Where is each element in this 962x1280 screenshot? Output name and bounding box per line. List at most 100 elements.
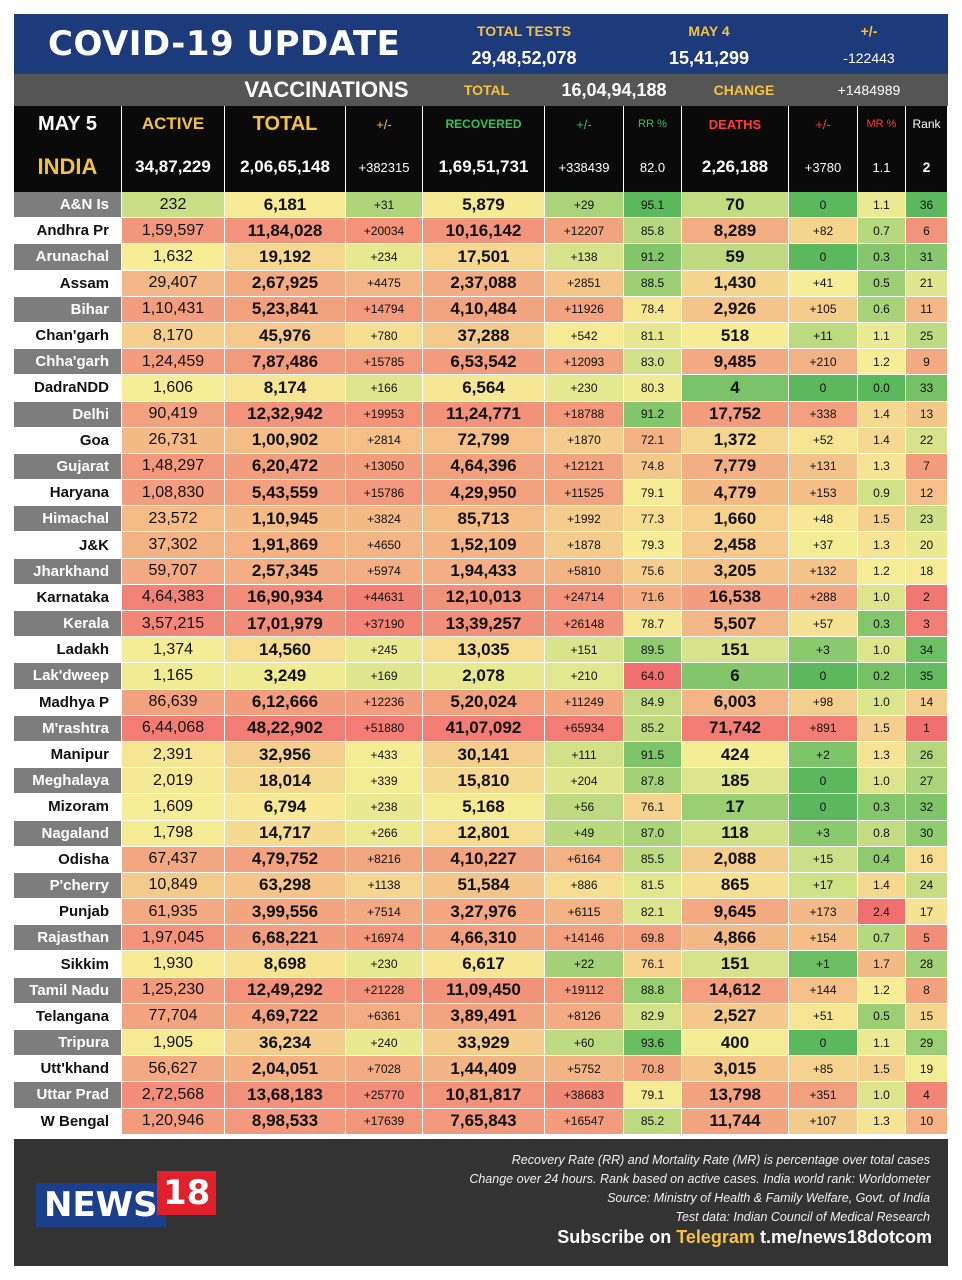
state-rank: 33 (906, 375, 948, 402)
state-rec-inc: +12121 (545, 453, 624, 481)
india-total-change: +382315 (346, 142, 423, 192)
state-death-inc: +153 (789, 480, 858, 507)
state-recovered: 5,879 (423, 192, 545, 219)
state-death-inc: +107 (789, 1108, 858, 1135)
state-total: 11,84,028 (225, 218, 346, 245)
state-rr: 93.6 (624, 1030, 682, 1057)
state-deaths: 1,430 (682, 270, 789, 297)
state-active: 2,391 (122, 741, 225, 769)
state-rr: 84.9 (624, 689, 682, 716)
logo-news-text: NEWS (36, 1183, 166, 1227)
state-total: 7,87,486 (225, 349, 346, 376)
india-rank: 2 (906, 142, 948, 192)
state-rr: 69.8 (624, 925, 682, 952)
page-title: COVID-19 UPDATE (48, 24, 401, 64)
state-deaths: 185 (682, 768, 789, 795)
state-rr: 85.2 (624, 715, 682, 742)
state-mr: 2.4 (858, 899, 906, 926)
state-mr: 0.6 (858, 296, 906, 323)
state-recovered: 17,501 (423, 244, 545, 271)
state-rec-inc: +1992 (545, 506, 624, 533)
state-mr: 1.1 (858, 322, 906, 350)
state-active: 1,20,946 (122, 1108, 225, 1135)
state-rank: 17 (906, 899, 948, 926)
state-name: Karnataka (14, 584, 122, 611)
state-recovered: 11,24,771 (423, 401, 545, 428)
state-mr: 1.7 (858, 951, 906, 978)
state-active: 1,10,431 (122, 296, 225, 323)
state-total: 63,298 (225, 872, 346, 900)
state-deaths: 14,612 (682, 977, 789, 1004)
state-death-inc: +52 (789, 427, 858, 454)
state-deaths: 16,538 (682, 584, 789, 611)
state-recovered: 10,16,142 (423, 218, 545, 245)
state-rr: 70.8 (624, 1056, 682, 1083)
state-deaths: 3,015 (682, 1056, 789, 1083)
state-total: 8,98,533 (225, 1108, 346, 1135)
vaccinations-total-label: TOTAL (463, 82, 510, 98)
state-deaths: 17 (682, 794, 789, 821)
state-rr: 89.5 (624, 637, 682, 664)
col-rank: Rank (906, 106, 948, 142)
state-recovered: 37,288 (423, 322, 545, 350)
state-total-inc: +8216 (346, 846, 423, 873)
state-total-inc: +234 (346, 244, 423, 271)
state-active: 1,25,230 (122, 977, 225, 1004)
state-rank: 34 (906, 637, 948, 664)
state-name: Haryana (14, 480, 122, 507)
state-rank: 14 (906, 689, 948, 716)
state-active: 10,849 (122, 872, 225, 900)
state-total: 4,79,752 (225, 846, 346, 873)
state-mr: 0.8 (858, 820, 906, 847)
state-total-inc: +169 (346, 663, 423, 690)
state-recovered: 3,27,976 (423, 899, 545, 926)
state-death-inc: +11 (789, 322, 858, 350)
india-recovered: 1,69,51,731 (423, 142, 545, 192)
state-deaths: 7,779 (682, 453, 789, 481)
state-rr: 88.8 (624, 977, 682, 1004)
state-active: 1,374 (122, 637, 225, 664)
state-name: Chha'garh (14, 349, 122, 376)
state-name: Telangana (14, 1003, 122, 1030)
state-recovered: 85,713 (423, 506, 545, 533)
state-mr: 0.3 (858, 244, 906, 271)
state-mr: 1.5 (858, 715, 906, 742)
state-row: Andhra Pr 1,59,597 11,84,028 +20034 10,16,14… (14, 218, 948, 245)
state-recovered: 72,799 (423, 427, 545, 454)
state-rank: 4 (906, 1082, 948, 1109)
state-active: 59,707 (122, 558, 225, 585)
col-deaths: DEATHS (682, 106, 789, 142)
state-rr: 77.3 (624, 506, 682, 533)
state-death-inc: +131 (789, 453, 858, 481)
state-total-inc: +20034 (346, 218, 423, 245)
state-rec-inc: +18788 (545, 401, 624, 428)
india-deaths: 2,26,188 (682, 142, 789, 192)
state-total: 8,698 (225, 951, 346, 978)
state-rec-inc: +11926 (545, 296, 624, 323)
state-rank: 11 (906, 296, 948, 323)
state-rr: 91.2 (624, 401, 682, 428)
state-deaths: 17,752 (682, 401, 789, 428)
state-death-inc: +37 (789, 532, 858, 559)
state-mr: 1.2 (858, 977, 906, 1004)
state-recovered: 5,168 (423, 794, 545, 821)
news18-logo: NEWS 18 (36, 1171, 217, 1229)
state-death-inc: +3 (789, 820, 858, 847)
state-row: Goa 26,731 1,00,902 +2814 72,799 +1870 72.1 1,3… (14, 427, 948, 454)
state-name: Mizoram (14, 794, 122, 821)
state-active: 6,44,068 (122, 715, 225, 742)
state-rec-inc: +24714 (545, 584, 624, 611)
state-total-inc: +17639 (346, 1108, 423, 1135)
state-active: 1,165 (122, 663, 225, 690)
state-active: 23,572 (122, 506, 225, 533)
state-rec-inc: +2851 (545, 270, 624, 297)
state-row: Lak'dweep 1,165 3,249 +169 2,078 +210 64.0 6 0 0.… (14, 663, 948, 690)
state-death-inc: +173 (789, 899, 858, 926)
state-total-inc: +16974 (346, 925, 423, 952)
state-total-inc: +44631 (346, 584, 423, 611)
state-recovered: 1,44,409 (423, 1056, 545, 1083)
telegram-link[interactable]: t.me/news18dotcom (759, 1227, 932, 1247)
state-total: 14,717 (225, 820, 346, 847)
footnote-test-data: Test data: Indian Council of Medical Res… (675, 1210, 930, 1224)
state-total: 3,249 (225, 663, 346, 690)
